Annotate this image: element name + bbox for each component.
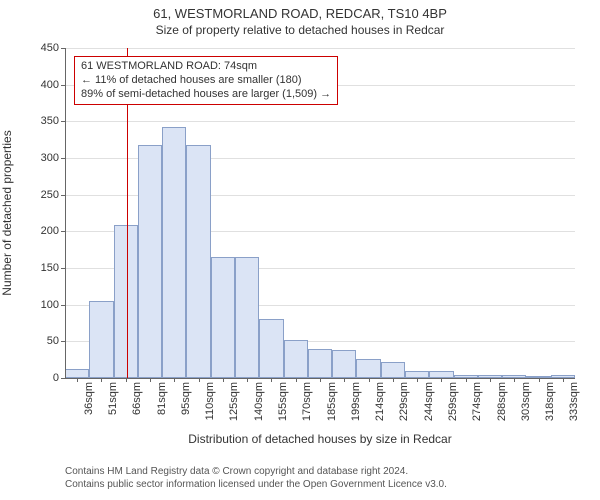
histogram-bar	[211, 257, 235, 378]
xtick-label: 303sqm	[520, 378, 532, 421]
histogram-bar	[381, 362, 405, 378]
xtick-label: 274sqm	[471, 378, 483, 421]
histogram-bar	[162, 127, 186, 378]
ytick-label: 200	[41, 225, 59, 237]
histogram-bar	[356, 359, 380, 378]
xtick-label: 95sqm	[180, 378, 192, 415]
ytick-mark	[61, 158, 65, 159]
xtick-mark	[490, 378, 491, 382]
xtick-label: 185sqm	[326, 378, 338, 421]
x-axis-title: Distribution of detached houses by size …	[65, 432, 575, 446]
histogram-bar	[186, 145, 210, 378]
xtick-label: 155sqm	[277, 378, 289, 421]
xtick-mark	[150, 378, 151, 382]
grid-line	[65, 121, 575, 122]
xtick-label: 199sqm	[350, 378, 362, 421]
xtick-mark	[417, 378, 418, 382]
xtick-label: 333sqm	[568, 378, 580, 421]
histogram-bar	[89, 301, 113, 378]
histogram-bar	[235, 257, 259, 378]
ytick-label: 300	[41, 152, 59, 164]
y-axis-title: Number of detached properties	[0, 130, 14, 295]
histogram-bar	[429, 371, 453, 378]
ytick-mark	[61, 378, 65, 379]
xtick-mark	[174, 378, 175, 382]
histogram-bar	[332, 350, 356, 378]
xtick-mark	[101, 378, 102, 382]
ytick-mark	[61, 341, 65, 342]
xtick-mark	[466, 378, 467, 382]
histogram-bar	[405, 371, 429, 378]
xtick-mark	[320, 378, 321, 382]
histogram-bar	[259, 319, 283, 378]
xtick-mark	[563, 378, 564, 382]
xtick-label: 66sqm	[131, 378, 143, 415]
xtick-label: 36sqm	[83, 378, 95, 415]
histogram-bar	[308, 349, 332, 378]
ytick-mark	[61, 195, 65, 196]
histogram-bar	[138, 145, 162, 378]
histogram-bar	[65, 369, 89, 378]
ytick-label: 0	[53, 372, 59, 384]
footer-line-1: Contains public sector information licen…	[65, 479, 447, 492]
chart-title: 61, WESTMORLAND ROAD, REDCAR, TS10 4BP	[0, 6, 600, 21]
xtick-mark	[393, 378, 394, 382]
annotation-line-1: ← 11% of detached houses are smaller (18…	[81, 74, 331, 88]
chart-root: { "chart": { "type": "histogram", "title…	[0, 0, 600, 500]
ytick-mark	[61, 231, 65, 232]
histogram-bar	[114, 225, 138, 378]
ytick-mark	[61, 48, 65, 49]
xtick-mark	[199, 378, 200, 382]
annotation-line-0: 61 WESTMORLAND ROAD: 74sqm	[81, 60, 331, 74]
footer: Contains HM Land Registry data © Crown c…	[65, 466, 447, 491]
ytick-label: 50	[47, 335, 59, 347]
chart-subtitle: Size of property relative to detached ho…	[0, 23, 600, 37]
y-axis-line	[65, 48, 66, 378]
xtick-label: 81sqm	[156, 378, 168, 415]
xtick-mark	[223, 378, 224, 382]
xtick-mark	[539, 378, 540, 382]
footer-line-0: Contains HM Land Registry data © Crown c…	[65, 466, 447, 479]
xtick-mark	[369, 378, 370, 382]
xtick-label: 110sqm	[204, 378, 216, 420]
annotation-line-2: 89% of semi-detached houses are larger (…	[81, 88, 331, 102]
ytick-label: 250	[41, 189, 59, 201]
ytick-label: 100	[41, 299, 59, 311]
xtick-label: 288sqm	[496, 378, 508, 421]
xtick-label: 125sqm	[228, 378, 240, 421]
xtick-label: 259sqm	[447, 378, 459, 421]
ytick-label: 450	[41, 42, 59, 54]
xtick-label: 214sqm	[374, 378, 386, 421]
xtick-label: 229sqm	[398, 378, 410, 421]
xtick-mark	[441, 378, 442, 382]
xtick-mark	[126, 378, 127, 382]
annotation-box: 61 WESTMORLAND ROAD: 74sqm ← 11% of deta…	[74, 56, 338, 105]
xtick-label: 140sqm	[253, 378, 265, 421]
grid-line	[65, 48, 575, 49]
xtick-mark	[247, 378, 248, 382]
xtick-label: 170sqm	[301, 378, 313, 421]
xtick-mark	[514, 378, 515, 382]
ytick-mark	[61, 85, 65, 86]
xtick-mark	[271, 378, 272, 382]
ytick-mark	[61, 305, 65, 306]
xtick-mark	[344, 378, 345, 382]
ytick-label: 350	[41, 115, 59, 127]
ytick-mark	[61, 121, 65, 122]
ytick-mark	[61, 268, 65, 269]
ytick-label: 150	[41, 262, 59, 274]
xtick-label: 244sqm	[423, 378, 435, 421]
xtick-label: 318sqm	[544, 378, 556, 421]
ytick-label: 400	[41, 79, 59, 91]
histogram-bar	[284, 340, 308, 378]
xtick-label: 51sqm	[107, 378, 119, 415]
xtick-mark	[77, 378, 78, 382]
xtick-mark	[296, 378, 297, 382]
